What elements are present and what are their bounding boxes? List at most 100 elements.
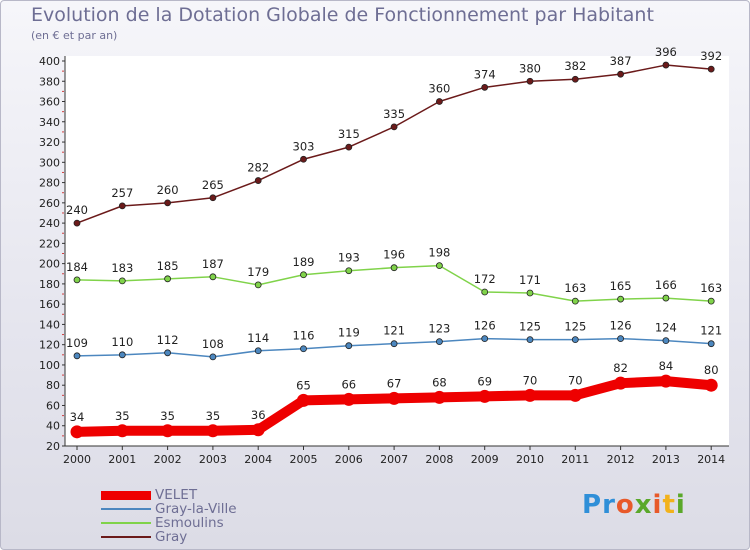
x-tick-label: 2009	[471, 453, 499, 466]
data-label: 114	[247, 331, 269, 345]
x-tick-label: 2002	[154, 453, 182, 466]
data-label: 260	[157, 183, 179, 197]
data-point	[115, 424, 129, 438]
y-minor-tick	[62, 131, 64, 133]
legend-label: Gray-la-Ville	[155, 501, 237, 517]
data-label: 387	[610, 54, 632, 68]
y-tick-label: 240	[39, 217, 60, 230]
logo-letter: t	[662, 490, 676, 520]
x-tick-label: 2007	[380, 453, 408, 466]
y-tick-label: 40	[46, 420, 60, 433]
logo-letter: r	[602, 490, 616, 520]
data-label: 84	[659, 359, 674, 373]
logo-letter: i	[675, 490, 686, 520]
proxiti-logo: Proxiti	[582, 490, 686, 520]
data-point	[481, 335, 489, 343]
data-point	[568, 388, 582, 402]
data-point	[345, 342, 353, 350]
data-point	[435, 262, 443, 270]
data-point	[73, 352, 81, 360]
data-label: 125	[519, 320, 541, 334]
data-point	[164, 275, 172, 283]
y-tick-label: 140	[39, 318, 60, 331]
data-label: 109	[66, 336, 88, 350]
data-point	[526, 289, 534, 297]
y-minor-tick	[62, 273, 64, 275]
data-point	[342, 392, 356, 406]
logo-letter: x	[634, 490, 653, 520]
series-gray: 240 257 260 265 282 303 315 335 360 374 380 382 387 3…	[66, 45, 722, 227]
y-minor-tick	[62, 435, 64, 437]
y-tick-label: 380	[39, 75, 60, 88]
x-tick-label: 2008	[425, 453, 453, 466]
logo-letter: o	[615, 490, 635, 520]
data-label: 119	[338, 326, 360, 340]
x-tick-label: 2014	[697, 453, 725, 466]
data-label: 70	[523, 373, 538, 387]
y-minor-tick	[62, 90, 64, 92]
data-label: 303	[293, 139, 315, 153]
data-label: 110	[111, 335, 133, 349]
data-point	[523, 388, 537, 402]
data-label: 65	[296, 378, 311, 392]
y-tick-label: 200	[39, 258, 60, 271]
data-point	[300, 155, 307, 163]
y-minor-tick	[62, 293, 64, 295]
data-point	[390, 123, 398, 131]
series-esmoulins: 184 183 185 187 179 189 193 196 198 172 171 163 165 1…	[66, 246, 722, 305]
legend-label: VELET	[155, 487, 198, 503]
data-label: 185	[157, 259, 179, 273]
y-minor-tick	[62, 212, 64, 214]
data-label: 34	[70, 410, 85, 424]
data-label: 121	[383, 324, 405, 338]
y-minor-tick	[62, 111, 64, 113]
data-point	[662, 294, 670, 302]
y-minor-tick	[62, 394, 64, 396]
data-label: 335	[383, 107, 405, 121]
data-point	[297, 393, 310, 407]
x-tick-label: 2001	[108, 453, 136, 466]
data-label: 66	[341, 377, 356, 391]
data-point	[435, 338, 443, 346]
y-tick-label: 360	[39, 96, 60, 109]
y-minor-tick	[62, 232, 64, 234]
data-point	[387, 391, 401, 405]
series-gray-la-ville: 109 110 112 108 114 116 119 121 123 126 125 125 126 1…	[66, 319, 722, 361]
y-tick-label: 220	[39, 237, 60, 250]
x-tick-label: 2003	[199, 453, 227, 466]
data-label: 163	[564, 281, 586, 295]
data-point	[73, 219, 81, 227]
y-minor-tick	[62, 334, 64, 336]
data-point	[300, 271, 307, 279]
data-label: 82	[613, 361, 628, 375]
data-point	[345, 267, 353, 275]
data-label: 257	[111, 186, 133, 200]
data-point	[614, 376, 628, 390]
data-point	[209, 273, 217, 281]
y-tick-label: 120	[39, 339, 60, 352]
y-minor-tick	[62, 374, 64, 376]
x-tick-label: 2004	[244, 453, 272, 466]
x-tick-label: 2000	[63, 453, 91, 466]
data-label: 70	[568, 373, 583, 387]
data-label: 392	[700, 49, 722, 63]
x-tick-label: 2011	[561, 453, 589, 466]
data-point	[571, 297, 579, 305]
data-point	[659, 374, 673, 388]
data-label: 187	[202, 257, 224, 271]
x-tick-label: 2013	[652, 453, 680, 466]
data-point	[481, 83, 489, 91]
legend-swatch	[101, 490, 151, 500]
y-tick-label: 160	[39, 298, 60, 311]
y-minor-tick	[62, 253, 64, 254]
data-label: 125	[564, 320, 586, 334]
data-point	[617, 335, 624, 343]
data-label: 374	[474, 67, 496, 81]
legend-label: Gray	[155, 529, 188, 545]
data-label: 80	[704, 363, 719, 377]
y-tick-label: 100	[39, 359, 60, 372]
y-tick-label: 260	[39, 197, 60, 210]
data-point	[390, 264, 398, 272]
data-point	[209, 194, 217, 202]
